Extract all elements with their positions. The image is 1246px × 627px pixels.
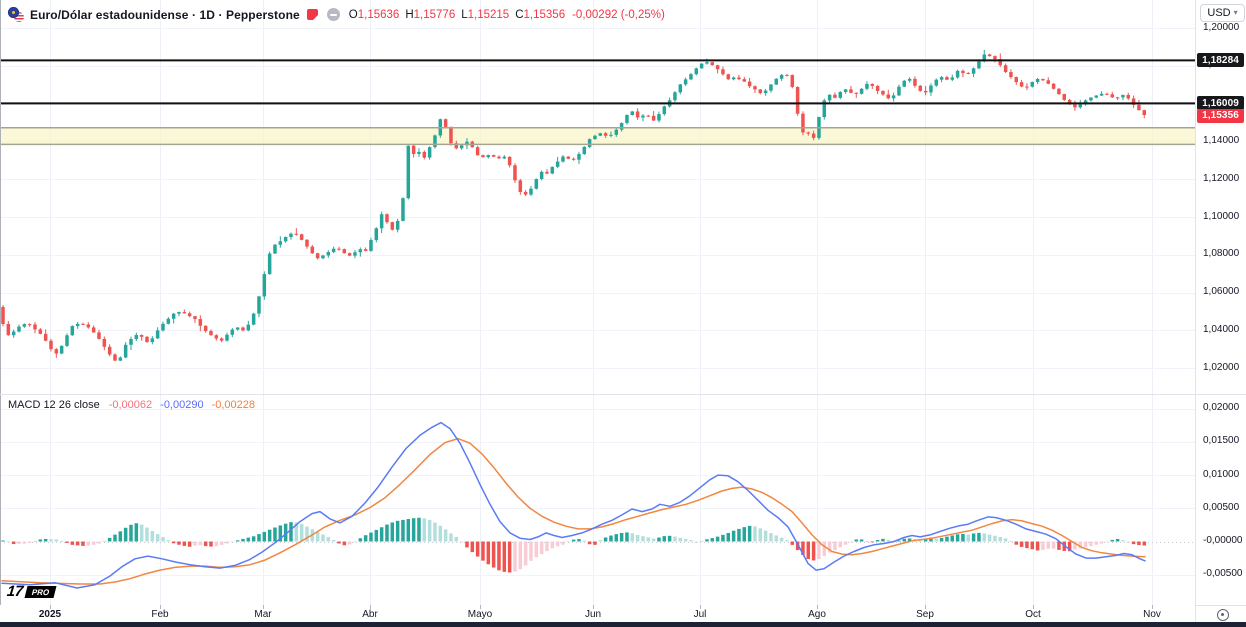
price-axis-border [1195,0,1196,622]
symbol-legend: Euro/Dólar estadounidense · 1D · Peppers… [8,7,665,22]
time-axis-label: Sep [916,609,934,620]
time-axis-label: 2025 [38,609,62,620]
price-axis-label: 1,02000 [1203,361,1240,373]
high-value: 1,15776 [413,8,456,21]
hide-series-icon[interactable] [326,8,340,21]
currency-selector[interactable]: USD ▾ [1200,4,1245,22]
tradingview-logo[interactable]: 17 PRO [6,583,57,600]
time-axis-tick [1152,605,1153,609]
chevron-down-icon: ▾ [1233,8,1238,17]
time-axis-label: Nov [1143,609,1161,620]
close-value: 1,15356 [523,8,566,21]
level-price-badge: 1,18284 [1197,53,1244,68]
price-axis-label: 1,14000 [1203,134,1240,146]
time-axis-label: Mar [254,609,272,620]
last-price-badge: 1,15356 [1197,108,1244,123]
open-value: 1,15636 [357,8,400,21]
time-axis-tick [160,605,161,609]
currency-pair-icon [8,7,24,22]
time-axis-tick [50,605,51,609]
bottom-bar [0,622,1246,627]
currency-selector-label: USD [1207,7,1231,19]
time-axis-tick [817,605,818,609]
axis-settings-icon[interactable] [1217,609,1229,621]
indicator-legend[interactable]: MACD 12 26 close -0,00062 -0,00290 -0,00… [8,399,263,411]
macd-axis-label: 0,01500 [1203,435,1240,447]
time-axis-label: Feb [151,609,169,620]
time-axis-tick [263,605,264,609]
time-axis-tick [700,605,701,609]
low-value: 1,15215 [467,8,510,21]
time-axis-tick [370,605,371,609]
time-axis-label: Jun [584,609,602,620]
chart-left-border [0,0,1,622]
indicator-macd-value: -0,00290 [160,399,204,411]
pane-divider[interactable] [0,394,1246,395]
chart-type-icon [306,9,318,20]
price-axis-label: 1,20000 [1203,21,1240,33]
level-price-badge: 1,16009 [1197,96,1244,111]
time-axis-tick [480,605,481,609]
time-axis-label: Abr [362,609,378,620]
open-label: O [348,8,358,21]
macd-axis-label: 0,00500 [1203,501,1240,513]
macd-axis-label: -0,00000 [1203,535,1243,546]
price-axis-label: 1,12000 [1203,172,1240,184]
time-axis-tick [1033,605,1034,609]
ohlc-values: O 1,15636 H 1,15776 L 1,15215 C 1,15356 [349,9,565,21]
macd-axis-label: 0,02000 [1203,402,1240,414]
price-axis-label: 1,04000 [1203,323,1240,335]
symbol-title[interactable]: Euro/Dólar estadounidense · 1D · Peppers… [30,7,300,22]
time-axis-tick [925,605,926,609]
tradingview-logo-icon: 17 [6,583,24,600]
price-axis[interactable]: 1,200001,180001,140001,120001,100001,080… [1195,0,1246,605]
time-axis-tick [593,605,594,609]
low-label: L [461,8,468,21]
price-axis-label: 1,06000 [1203,286,1240,298]
indicator-histogram-value: -0,00062 [108,399,153,411]
change-value: -0,00292 (-0,25%) [572,8,665,21]
time-axis-label: Ago [808,609,826,620]
time-axis-label: Mayo [467,609,493,620]
macd-axis-label: 0,01000 [1203,468,1240,480]
time-axis-label: Oct [1025,609,1041,620]
close-label: C [515,8,524,21]
macd-axis-label: -0,00500 [1203,568,1243,580]
time-axis-label: Jul [693,609,707,620]
time-axis[interactable]: 2025 Feb Mar Abr Mayo Jun Jul Ago Sep Oct Nov [0,605,1195,622]
price-axis-label: 1,08000 [1203,248,1240,260]
indicator-title: MACD 12 26 close [8,399,100,411]
high-label: H [405,8,414,21]
price-axis-label: 1,10000 [1203,210,1240,222]
indicator-signal-value: -0,00228 [211,399,256,411]
pro-badge: PRO [24,585,57,598]
